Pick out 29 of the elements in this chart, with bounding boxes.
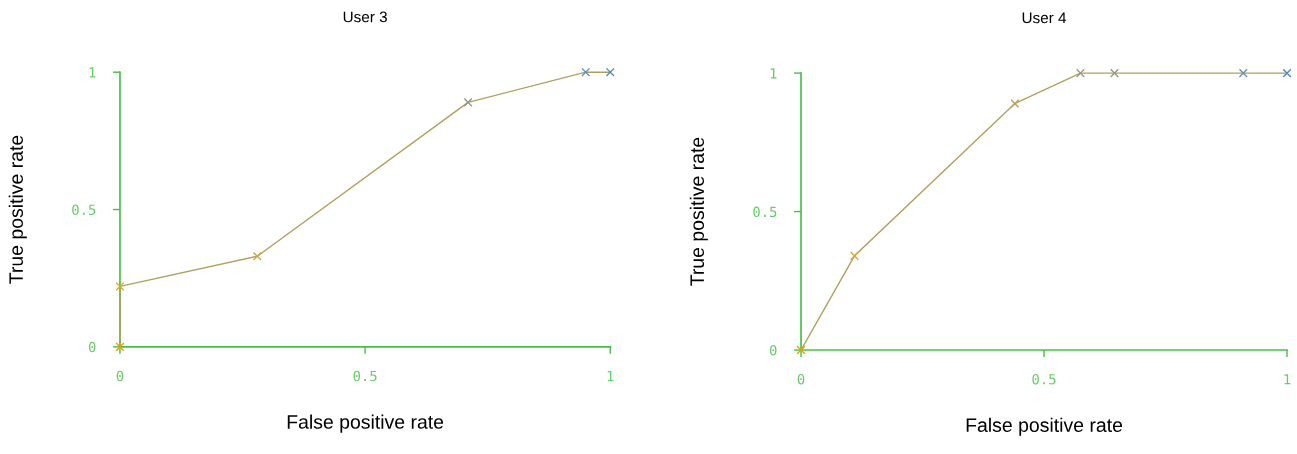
y-tick-label: 0	[769, 345, 777, 356]
x-tick-label: 1	[1284, 374, 1291, 385]
chart-title: User 4	[1022, 12, 1067, 24]
point	[581, 67, 591, 77]
chart-title: User 3	[343, 11, 387, 23]
point	[605, 67, 615, 77]
x-tick-label: 0	[797, 373, 805, 385]
point	[463, 97, 473, 107]
y-tick-label: 1	[89, 67, 96, 78]
x-tick-label: 0.5	[353, 370, 377, 382]
y-tick-label: 0.5	[753, 206, 777, 218]
point	[1075, 68, 1085, 78]
x-axis-title: False positive rate	[966, 417, 1123, 436]
y-axis-title: True positive rate	[8, 135, 27, 284]
point	[1010, 99, 1020, 109]
y-tick-label: 0.5	[72, 204, 96, 216]
point	[1238, 68, 1248, 78]
point	[1282, 68, 1292, 78]
x-tick-label: 0.5	[1032, 373, 1056, 385]
x-axis-title: False positive rate	[287, 414, 444, 433]
point	[115, 281, 125, 291]
point	[252, 251, 262, 261]
y-axis-title: True positive rate	[689, 137, 708, 286]
x-tick-label: 0	[116, 370, 124, 382]
y-tick-label: 0	[88, 341, 96, 353]
x-tick-label: 1	[607, 370, 614, 382]
point	[849, 251, 859, 261]
y-tick-label: 1	[770, 68, 777, 79]
point	[1109, 68, 1119, 78]
